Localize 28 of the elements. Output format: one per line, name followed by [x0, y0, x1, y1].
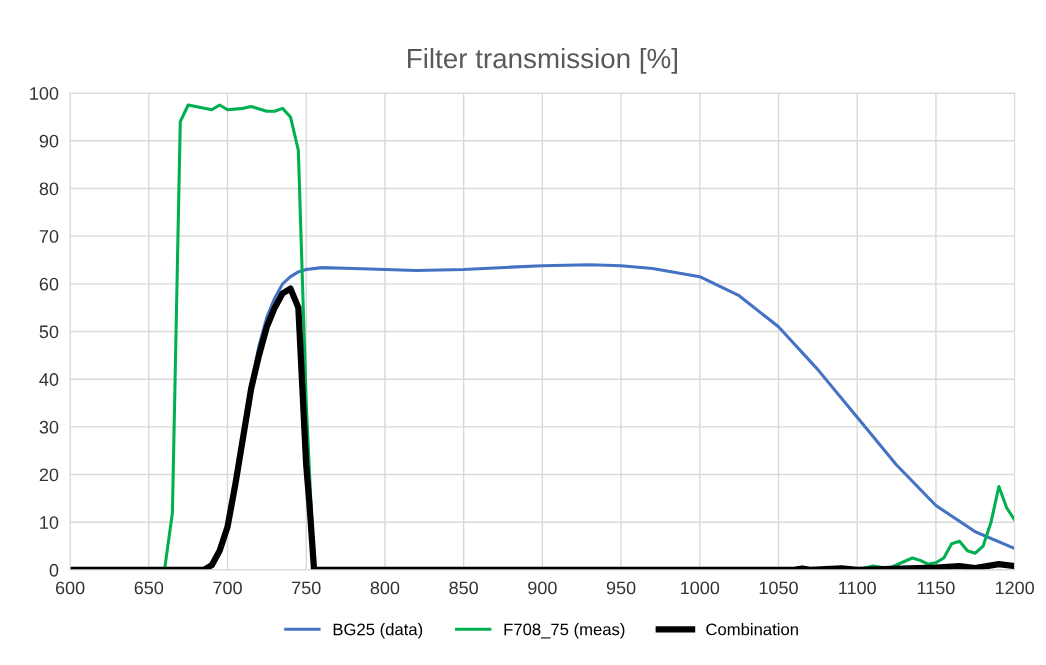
x-tick-label: 800	[370, 581, 400, 595]
x-tick-label: 750	[292, 581, 321, 595]
x-tick-label: 1100	[839, 581, 876, 595]
y-tick-label: 40	[39, 373, 59, 386]
x-tick-label: 650	[134, 581, 164, 595]
x-tick-label: 1150	[917, 581, 955, 595]
y-tick-label: 90	[39, 134, 59, 148]
x-tick-label: 1050	[759, 581, 798, 595]
y-tick-label: 10	[40, 516, 59, 529]
x-tick-label: 700	[213, 581, 242, 595]
y-tick-label: 30	[39, 420, 59, 434]
legend-label: BG25 (data)	[333, 623, 423, 639]
y-tick-label: 20	[39, 468, 59, 482]
y-tick-label: 60	[39, 277, 59, 291]
x-tick-label: 600	[55, 581, 85, 595]
x-tick-label: 1000	[681, 581, 720, 595]
legend-label: Combination	[706, 623, 798, 636]
x-tick-label: 850	[449, 581, 478, 595]
y-tick-label: 100	[30, 87, 59, 100]
chart-title: Filter transmission [%]	[408, 47, 677, 74]
x-tick-label: 950	[606, 581, 636, 595]
y-tick-label: 0	[49, 563, 59, 577]
y-tick-label: 50	[39, 325, 59, 339]
y-tick-label: 80	[39, 182, 59, 196]
x-tick-label: 1200	[995, 581, 1034, 595]
y-tick-label: 70	[39, 230, 59, 243]
x-tick-label: 900	[528, 581, 557, 595]
legend-label: F708_75 (meas)	[504, 623, 625, 639]
